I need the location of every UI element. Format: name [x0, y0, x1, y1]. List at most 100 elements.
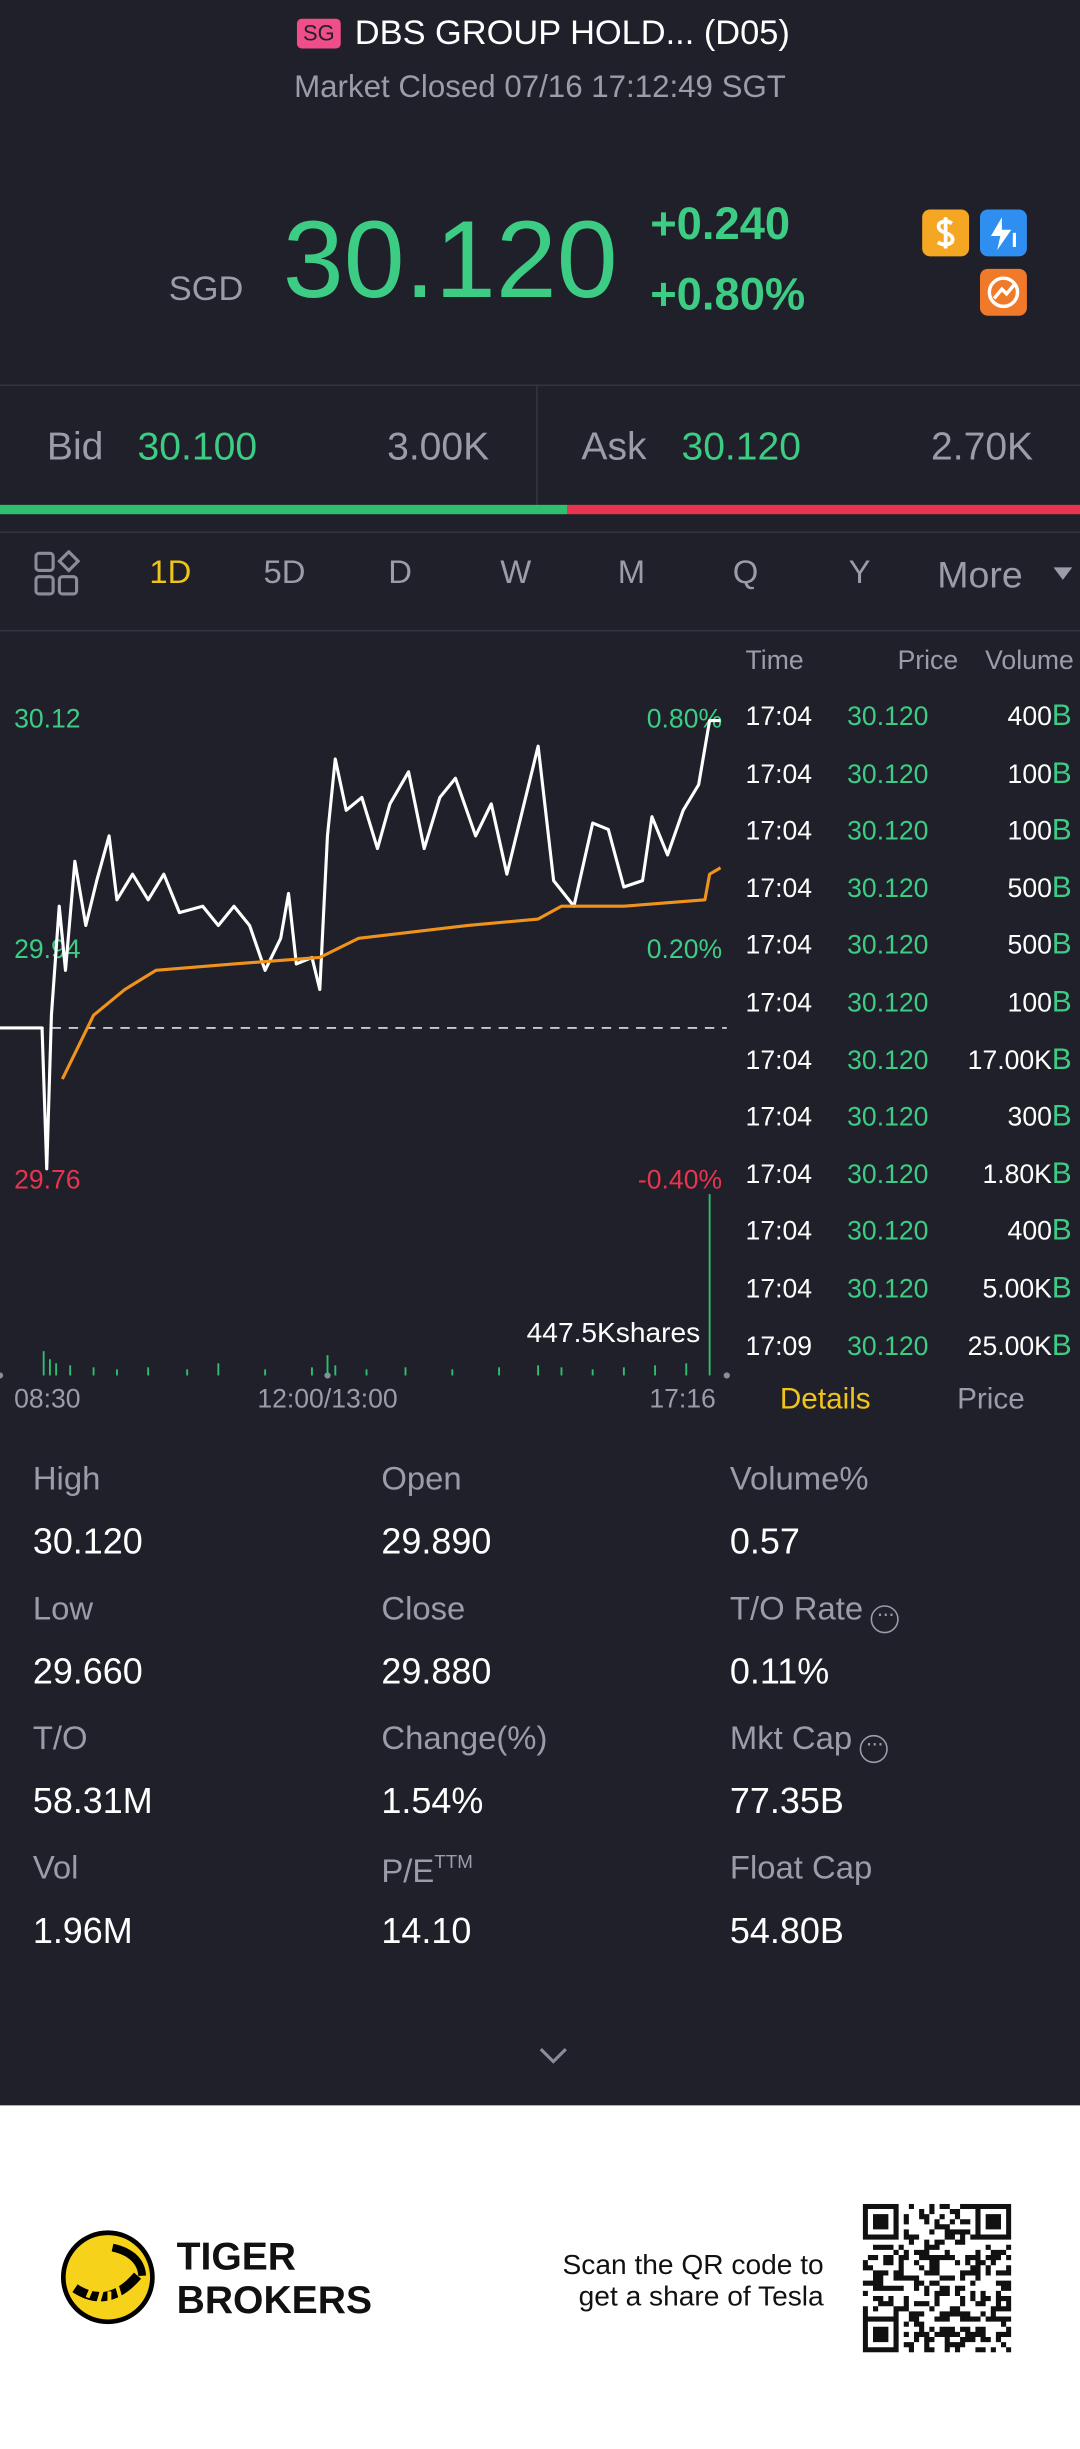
dividend-icon[interactable]: [922, 209, 970, 257]
info-icon[interactable]: ···: [870, 1602, 900, 1634]
bid-label: Bid: [46, 425, 104, 469]
collapse-chevron[interactable]: [538, 2044, 569, 2066]
stat-label: Vol: [33, 1851, 79, 1889]
layout-toggle[interactable]: [34, 549, 81, 597]
trade-volume: 100: [1007, 758, 1052, 789]
divider: [0, 384, 1080, 387]
trade-side: B: [1051, 929, 1072, 962]
y-tick-label: 30.12: [14, 704, 80, 734]
price-change-percent: +0.80%: [650, 270, 806, 321]
trade-time: 17:04: [745, 1216, 813, 1247]
price-line: [0, 718, 721, 1171]
stat-label: High: [33, 1461, 101, 1499]
volume-bar: [264, 1369, 267, 1376]
period-tab[interactable]: Y: [848, 554, 871, 591]
ask-depth-bar: [567, 504, 1080, 515]
market-status: Market Closed 07/16 17:12:49 SGT: [294, 70, 786, 105]
info-icon[interactable]: ···: [859, 1732, 889, 1764]
volume-bar: [116, 1369, 118, 1376]
stat-value: 1.96M: [32, 1909, 133, 1951]
divider: [536, 386, 538, 505]
stat-label-text: High: [32, 1461, 101, 1498]
panel-tab[interactable]: Price: [957, 1383, 1025, 1417]
trade-side: B: [1051, 1329, 1072, 1363]
average-line: [60, 866, 722, 1080]
volume-bar: [451, 1369, 454, 1376]
stat-value: 30.120: [32, 1520, 143, 1562]
stat-label: Mkt Cap ···: [729, 1720, 889, 1764]
trade-side: B: [1051, 1157, 1072, 1191]
market-badge: SG: [296, 18, 341, 49]
brand-name: BROKERS: [176, 2278, 373, 2323]
volume-bar: [55, 1363, 58, 1376]
trade-volume: 500: [1007, 873, 1052, 904]
period-tab[interactable]: More: [937, 554, 1023, 598]
more-arrow[interactable]: [1053, 567, 1073, 580]
stat-label-text: T/O Rate: [729, 1591, 864, 1628]
trade-side: B: [1051, 757, 1072, 791]
volume-bar: [560, 1367, 563, 1376]
trade-side: B: [1051, 1215, 1072, 1248]
period-tab[interactable]: M: [617, 554, 646, 591]
volume-bar: [622, 1367, 625, 1376]
bid-price: 30.100: [137, 425, 258, 469]
trade-time: 17:04: [745, 1159, 813, 1190]
stat-label: Low: [33, 1591, 93, 1629]
bid-depth-bar: [0, 504, 568, 515]
stat-label: T/O Rate ···: [729, 1591, 900, 1634]
trade-time: 17:04: [745, 758, 813, 789]
trade-column-header: Volume: [985, 645, 1074, 676]
options-icon[interactable]: [980, 268, 1027, 316]
trade-time: 17:04: [745, 701, 813, 732]
stat-label: T/O: [33, 1721, 88, 1759]
panel-tab[interactable]: Details: [779, 1383, 871, 1417]
trade-side: B: [1051, 814, 1072, 848]
period-tab[interactable]: D: [388, 554, 412, 591]
y2-tick-label: 0.80%: [647, 704, 722, 734]
volume-bar: [186, 1369, 189, 1376]
trade-side: B: [1051, 1043, 1072, 1077]
brand-name: TIGER: [176, 2235, 297, 2279]
trade-time: 17:09: [745, 1331, 813, 1361]
period-tab[interactable]: W: [500, 554, 532, 591]
volume-bar: [147, 1367, 150, 1376]
trade-side: B: [1051, 1272, 1072, 1306]
trade-price: 30.120: [847, 758, 929, 789]
stat-label-text: Float Cap: [729, 1850, 873, 1887]
bid-size: 3.00K: [387, 425, 490, 469]
volume-bar: [217, 1363, 220, 1376]
stat-label-text: Mkt Cap: [729, 1720, 853, 1757]
volume-bar: [48, 1359, 51, 1376]
trade-volume: 17.00K: [967, 1045, 1052, 1075]
stat-label: Close: [381, 1591, 465, 1629]
volume-bar: [591, 1369, 594, 1376]
trade-side: B: [1051, 871, 1072, 905]
currency: SGD: [168, 268, 244, 308]
volume-bar: [685, 1363, 688, 1376]
trade-time: 17:04: [745, 816, 813, 846]
volume-bar: [654, 1365, 656, 1376]
period-tab[interactable]: Q: [732, 554, 759, 591]
ask-size: 2.70K: [931, 425, 1034, 469]
trade-volume: 300: [1007, 1102, 1052, 1132]
qr-code: [862, 2203, 1012, 2353]
trade-price: 30.120: [847, 1045, 929, 1075]
stat-label-text: Low: [32, 1591, 94, 1628]
trade-side: B: [1051, 700, 1072, 734]
trade-volume: 25.00K: [967, 1331, 1052, 1361]
trade-volume: 400: [1007, 1216, 1052, 1247]
flash-icon[interactable]: [980, 209, 1027, 257]
trade-price: 30.120: [847, 1102, 929, 1132]
stat-label-text: Change(%): [381, 1720, 548, 1757]
stat-value: 77.35B: [729, 1780, 844, 1821]
period-tab[interactable]: 1D: [149, 554, 192, 591]
y2-tick-label: -0.40%: [638, 1165, 722, 1195]
period-tab[interactable]: 5D: [263, 554, 306, 591]
stat-value: 29.890: [381, 1520, 492, 1562]
price-change: +0.240: [650, 200, 791, 251]
ask-price: 30.120: [681, 425, 801, 469]
promo-text: get a share of Tesla: [578, 2280, 824, 2312]
trade-volume: 1.80K: [982, 1159, 1052, 1190]
y2-tick-label: 0.20%: [647, 934, 722, 964]
volume-bar: [92, 1367, 95, 1376]
